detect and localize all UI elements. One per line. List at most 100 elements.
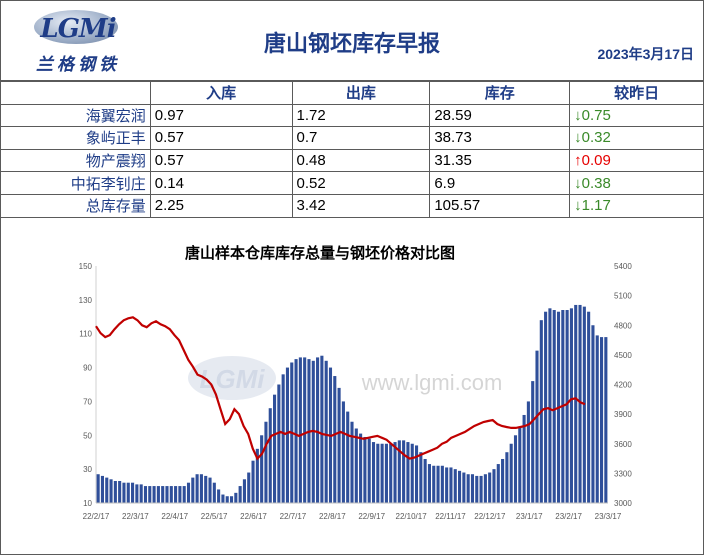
stock-bar [96,474,100,503]
row-out-value: 1.72 [291,103,431,128]
stock-bar [131,482,135,503]
col-header-change: 较昨日 [569,81,704,105]
row-stock-value: 28.59 [429,103,571,128]
stock-bar [462,472,466,503]
stock-bar [600,337,604,503]
stock-bar [466,474,470,503]
stock-bar [169,486,173,503]
row-change-value: 0.75 [581,106,611,124]
stock-bar [337,387,341,503]
stock-bar [423,458,427,503]
x-tick-label: 22/5/17 [201,512,228,521]
stock-bar [118,480,122,503]
arrow-down-icon: ↓ [574,106,582,124]
stock-bar [518,426,522,503]
stock-bar [260,435,264,503]
y-left-tick-label: 50 [83,431,92,440]
stock-bar [488,472,492,503]
row-name: 物产震翔 [0,148,151,173]
row-stock-value: 31.35 [429,148,571,173]
logo-text: LGMi [40,14,116,44]
stock-bar [419,452,423,503]
y-left-axis: 10 30 50 70 90 110 130 150 [79,262,97,508]
col-header-in: 入库 [149,81,293,105]
stock-bar [122,482,126,503]
stock-bar [526,401,530,503]
stock-bar [346,411,350,503]
row-change-value: 0.32 [581,129,611,147]
stock-bar [531,381,535,503]
stock-bar [242,479,246,503]
stock-bar [316,357,320,503]
x-tick-label: 22/12/17 [474,512,506,521]
stock-bar [410,443,414,503]
stock-bar [569,308,573,503]
stock-bar [475,475,479,503]
stock-bar [143,486,148,503]
stock-bar [453,469,457,503]
stock-bar [363,436,367,503]
row-change: ↓0.32 [569,126,704,150]
stock-bar [458,470,462,503]
table-row: 中拓李钊庄 0.14 0.52 6.9 ↓0.38 [0,171,704,195]
y-right-tick-label: 3900 [614,410,632,419]
stock-bar [587,311,591,503]
row-change-value: 0.38 [581,174,611,192]
arrow-down-icon: ↓ [574,197,582,215]
stock-bar [591,325,595,503]
stock-bar [483,474,487,503]
logo-chinese-name: 兰格钢铁 [36,55,120,75]
y-left-tick-label: 130 [79,296,93,305]
y-right-tick-label: 5100 [614,292,632,301]
stock-bar [440,465,444,503]
logo-globe-icon [34,10,118,44]
row-stock-value: 6.9 [429,171,571,195]
stock-bar [595,335,599,503]
stock-bar [380,443,384,503]
stock-bar [445,467,449,503]
stock-bar [470,474,475,503]
row-stock-value: 38.73 [429,126,571,150]
stock-bar [389,443,393,503]
row-in-value: 0.57 [149,126,293,150]
y-right-tick-label: 4800 [614,321,632,330]
stock-bar [113,480,117,503]
stock-bar [371,442,376,503]
watermark-text: www.lgmi.com [361,370,503,395]
stock-bar [238,486,242,503]
stock-bar [432,465,436,503]
row-name: 总库存量 [0,193,151,218]
row-change-value: 1.17 [581,197,611,215]
row-out-value: 0.48 [291,148,431,173]
stock-bar [376,443,380,503]
stock-price-chart: 唐山样本仓库库存总量与钢坯价格对比图 LGMi www.lgmi.com 10 3… [79,244,633,521]
stock-bar [229,496,234,503]
row-in-value: 0.97 [149,103,293,128]
watermark-globe-icon [188,356,276,400]
x-tick-label: 22/10/17 [396,512,428,521]
table-row: 象屿正丰 0.57 0.7 38.73 ↓0.32 [0,126,704,150]
inventory-table: 入库 出库 库存 较昨日 海翼宏润 0.97 1.72 28.59 ↓0.75 象屿正丰 0… [0,81,704,218]
x-tick-label: 23/1/17 [516,512,543,521]
row-change-value: 0.09 [581,152,611,170]
x-tick-label: 22/11/17 [435,512,466,521]
stock-bar [281,374,285,503]
col-header-out: 出库 [291,81,431,105]
y-right-tick-label: 4500 [614,351,632,360]
y-left-tick-label: 30 [83,465,92,474]
stock-bar [251,460,255,503]
price-line [95,316,586,461]
stock-bar [148,486,152,503]
stock-bar [501,458,505,503]
stock-bar [277,384,281,503]
row-out-value: 3.42 [291,193,431,218]
stock-bar [204,475,208,503]
y-left-tick-label: 90 [83,364,92,373]
stock-bar [105,477,109,503]
stock-bar [225,496,229,503]
stock-bar [109,479,113,503]
report-header: LGMi 兰格钢铁 唐山钢坯库存早报 2023年3月17日 [0,0,704,81]
row-change: ↑0.09 [569,148,704,173]
stock-bar [264,421,268,503]
stock-bar [152,486,156,503]
